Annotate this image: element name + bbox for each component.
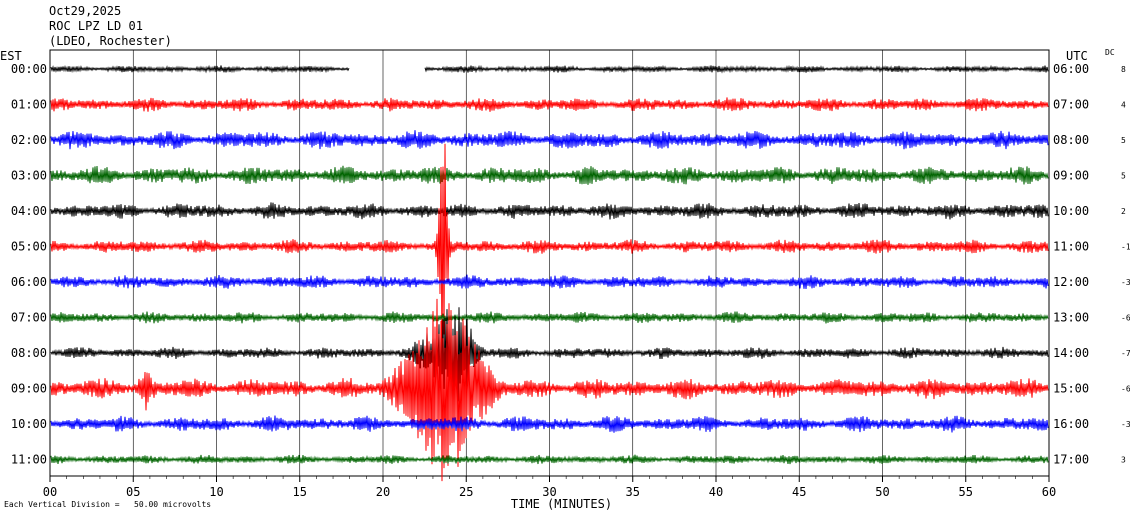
est-hour-label: 10:00 — [11, 417, 47, 431]
est-axis-label: EST — [0, 49, 22, 63]
utc-hour-label: 12:00 — [1053, 275, 1089, 289]
trace-row-0800 — [50, 307, 1049, 402]
station-code: ROC LPZ LD 01 — [49, 19, 143, 33]
x-tick-label-35: 35 — [626, 485, 640, 499]
x-tick-label-40: 40 — [709, 485, 723, 499]
dc-offset-value: -3 — [1121, 278, 1130, 287]
est-hour-label: 00:00 — [11, 62, 47, 76]
trace-row-0100 — [50, 97, 1049, 112]
dc-offset-value: 2 — [1121, 207, 1126, 216]
dc-offset-value: 5 — [1121, 172, 1126, 181]
x-tick-label-25: 25 — [459, 485, 473, 499]
scale-footnote: Each Vertical Division = 50.00 microvolt… — [4, 500, 212, 509]
utc-hour-label: 17:00 — [1053, 453, 1089, 467]
utc-hour-label: 11:00 — [1053, 240, 1089, 254]
dc-offset-value: 4 — [1121, 101, 1126, 110]
trace-row-0900 — [50, 298, 1049, 482]
est-hour-label: 03:00 — [11, 169, 47, 183]
est-hour-label: 02:00 — [11, 133, 47, 147]
utc-axis-label: UTC — [1066, 49, 1088, 63]
est-hour-label: 07:00 — [11, 311, 47, 325]
trace-row-0300 — [50, 165, 1049, 185]
dc-offset-value: 8 — [1121, 65, 1126, 74]
x-tick-label-10: 10 — [209, 485, 223, 499]
x-tick-label-15: 15 — [293, 485, 307, 499]
plot-date: Oct29,2025 — [49, 4, 122, 18]
est-hour-label: 01:00 — [11, 98, 47, 112]
network-name: (LDEO, Rochester) — [49, 34, 172, 48]
traces-layer — [50, 64, 1049, 482]
x-tick-label-00: 00 — [43, 485, 57, 499]
trace-row-0700 — [50, 311, 1049, 324]
utc-hour-label: 15:00 — [1053, 382, 1089, 396]
grid-layer — [49, 49, 1050, 482]
x-tick-label-60: 60 — [1042, 485, 1056, 499]
est-hour-label: 06:00 — [11, 275, 47, 289]
dc-offset-value: -3 — [1121, 420, 1130, 429]
dc-offset-value: -1 — [1121, 243, 1130, 252]
trace-row-1000 — [50, 415, 1049, 433]
utc-hour-label: 06:00 — [1053, 62, 1089, 76]
x-tick-label-45: 45 — [792, 485, 806, 499]
est-hour-label: 11:00 — [11, 453, 47, 467]
trace-row-0000 — [50, 64, 1049, 74]
x-tick-label-55: 55 — [959, 485, 973, 499]
x-tick-label-20: 20 — [376, 485, 390, 499]
utc-hour-label: 09:00 — [1053, 169, 1089, 183]
utc-hour-label: 07:00 — [1053, 98, 1089, 112]
utc-hour-label: 16:00 — [1053, 417, 1089, 431]
dc-offset-value: -6 — [1121, 385, 1130, 394]
trace-row-0500 — [50, 143, 1049, 368]
x-tick-label-05: 05 — [126, 485, 140, 499]
trace-row-1100 — [50, 454, 1049, 465]
dc-column-label: DC — [1105, 48, 1115, 57]
est-hour-label: 08:00 — [11, 346, 47, 360]
est-hour-label: 04:00 — [11, 204, 47, 218]
trace-row-0400 — [50, 202, 1049, 220]
dc-offset-value: 3 — [1121, 456, 1126, 465]
utc-hour-label: 14:00 — [1053, 346, 1089, 360]
dc-offset-value: 5 — [1121, 136, 1126, 145]
x-axis-title: TIME (MINUTES) — [511, 497, 612, 511]
est-hour-label: 09:00 — [11, 382, 47, 396]
trace-row-0600 — [50, 274, 1049, 290]
x-tick-label-50: 50 — [875, 485, 889, 499]
dc-offset-value: -7 — [1121, 349, 1130, 358]
utc-hour-label: 10:00 — [1053, 204, 1089, 218]
dc-offset-value: -6 — [1121, 314, 1130, 323]
utc-hour-label: 13:00 — [1053, 311, 1089, 325]
utc-hour-label: 08:00 — [1053, 133, 1089, 147]
est-hour-label: 05:00 — [11, 240, 47, 254]
x-tick-label-30: 30 — [542, 485, 556, 499]
trace-row-0200 — [50, 130, 1049, 150]
